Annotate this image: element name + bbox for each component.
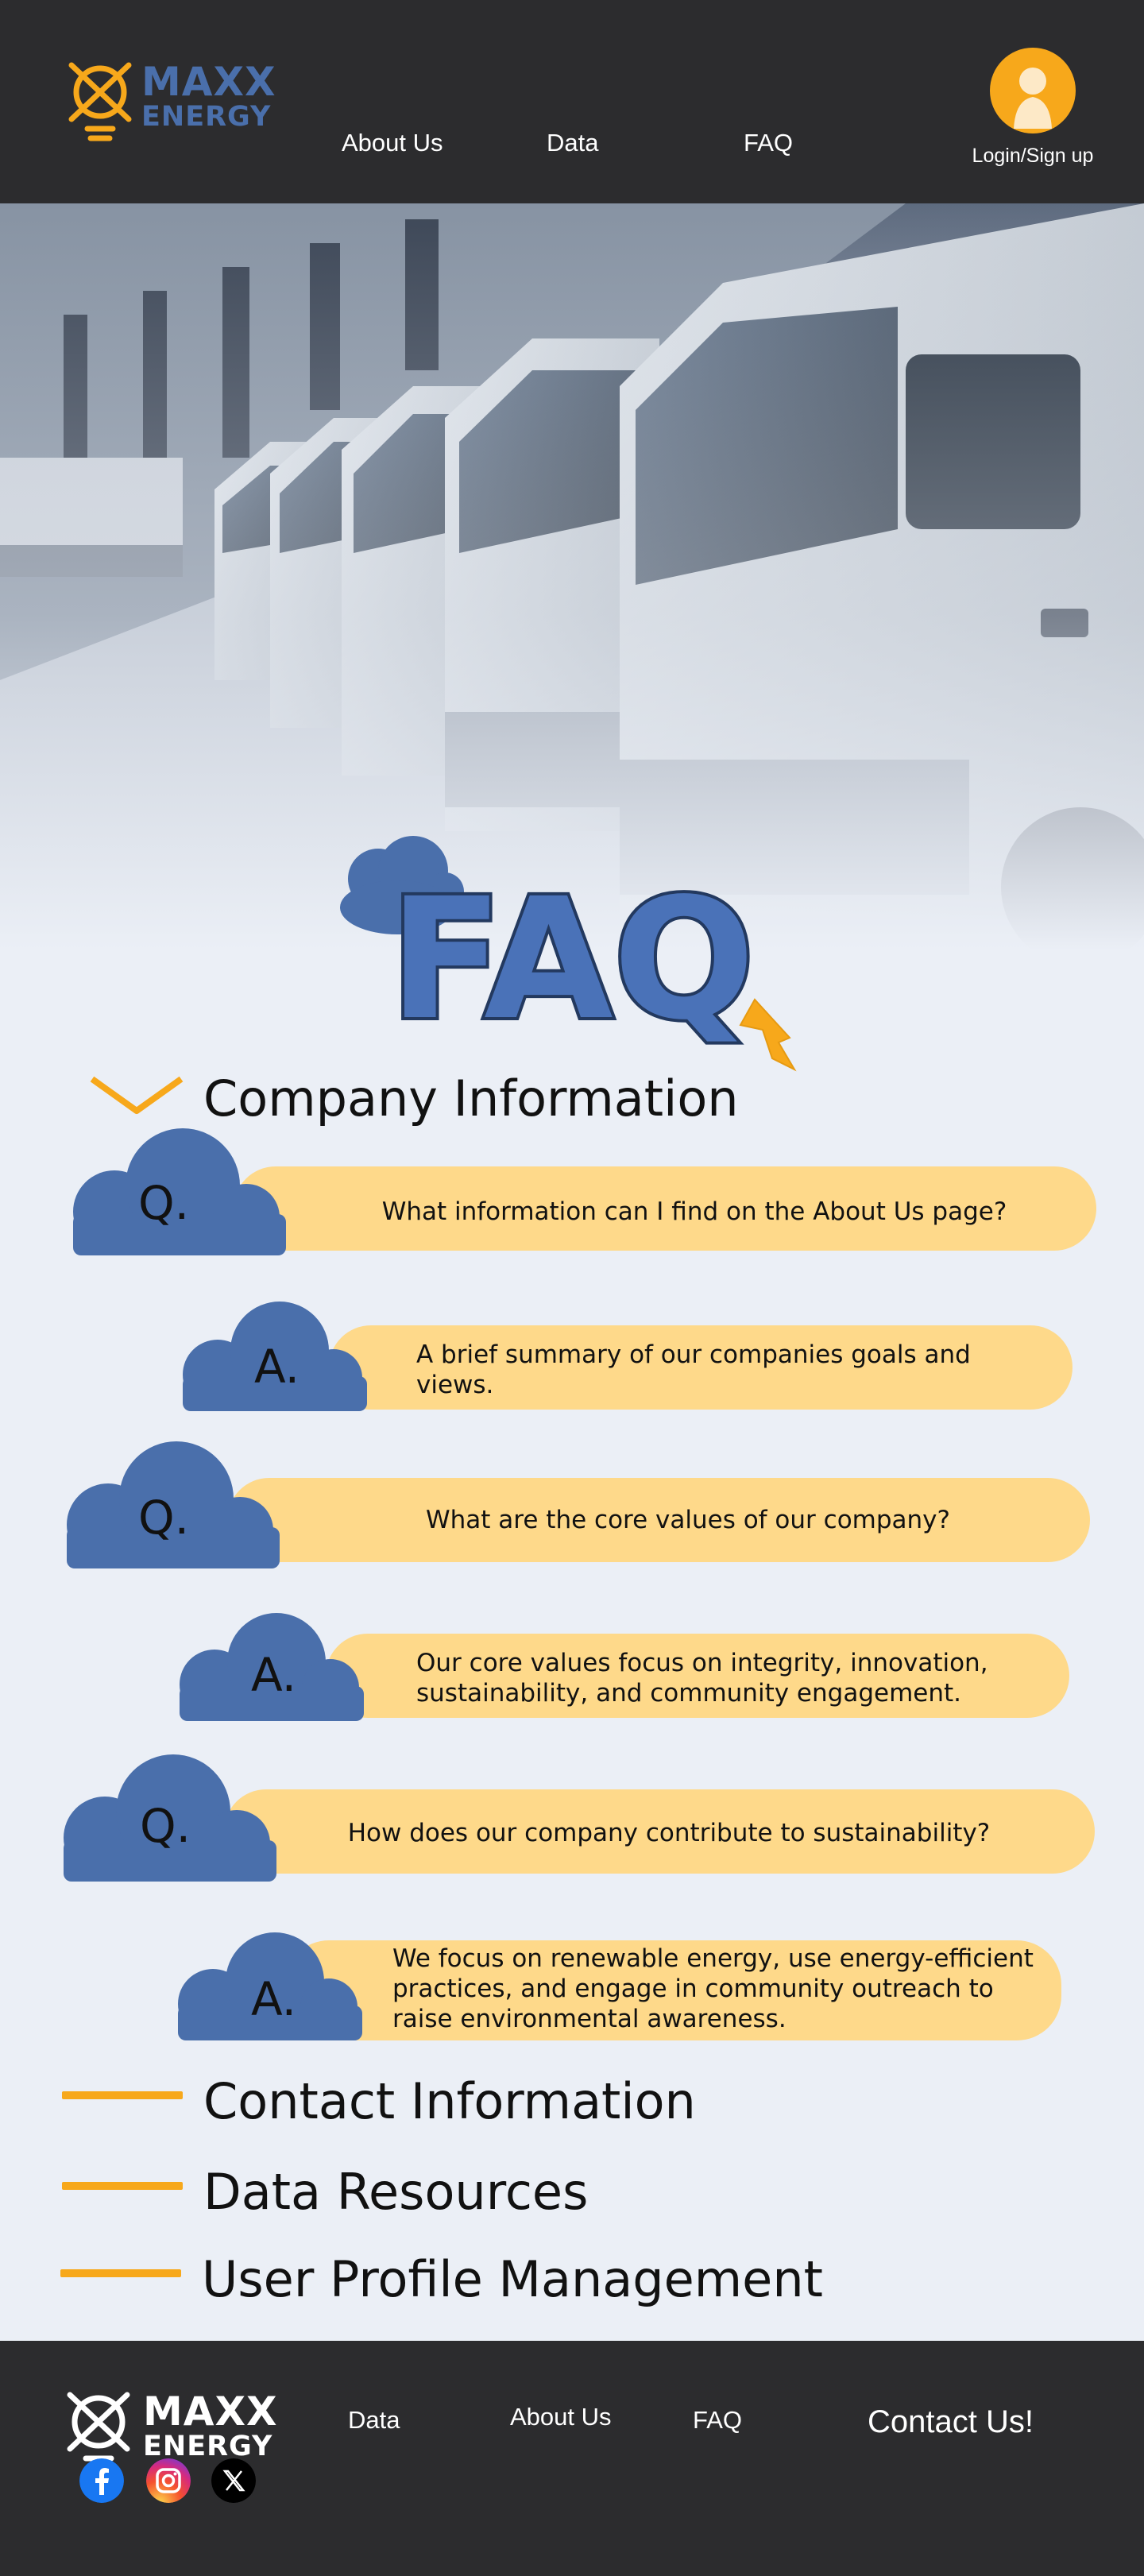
brand-line1: MAXX <box>143 2388 278 2435</box>
question-row[interactable]: How does our company contribute to susta… <box>57 1754 1098 1889</box>
question-row[interactable]: What are the core values of our company?… <box>60 1441 1093 1576</box>
question-row[interactable]: What information can I find on the About… <box>67 1128 1100 1263</box>
section-user-profile-management[interactable]: User Profile Management <box>0 2242 874 2308</box>
brand-logo[interactable]: MAXX ENERGY <box>64 59 278 146</box>
answer-row: A brief summary of our companies goals a… <box>178 1300 1076 1435</box>
lightbulb-logo-icon <box>68 62 132 141</box>
brand-line1: MAXX <box>141 59 276 105</box>
footer-nav-faq[interactable]: FAQ <box>693 2406 743 2434</box>
cloud-icon <box>183 1302 367 1411</box>
section-label: Company Information <box>203 1069 739 1127</box>
answer-marker: A. <box>251 1648 297 1702</box>
answer-marker: A. <box>254 1340 300 1394</box>
section-contact-information[interactable]: Contact Information <box>0 2064 874 2130</box>
question-marker: Q. <box>138 1491 190 1545</box>
answer-row: We focus on renewable energy, use energy… <box>173 1931 1071 2066</box>
section-label: Data Resources <box>203 2163 589 2221</box>
footer-nav-about-us[interactable]: About Us <box>510 2403 612 2431</box>
nav-data[interactable]: Data <box>547 129 599 157</box>
answer-row: Our core values focus on integrity, inno… <box>175 1613 1072 1748</box>
brand-line2: ENERGY <box>141 101 272 133</box>
contact-us-link[interactable]: Contact Us! <box>868 2404 1034 2439</box>
x-icon[interactable] <box>211 2458 256 2503</box>
cloud-icon <box>64 1754 276 1882</box>
answer-marker: A. <box>251 1972 297 2026</box>
answer-text: Our core values focus on integrity, inno… <box>416 1649 988 1708</box>
collapse-bar-icon <box>60 2269 181 2277</box>
collapse-bar-icon <box>62 2182 183 2190</box>
instagram-icon[interactable] <box>146 2458 191 2503</box>
faq-title-text: FAQ <box>389 862 755 1057</box>
cloud-decoration-icon <box>340 836 464 934</box>
section-label: Contact Information <box>203 2072 696 2130</box>
cloud-icon <box>67 1441 280 1568</box>
site-footer: MAXX ENERGY Data About Us FAQ Contact Us… <box>0 2341 1144 2576</box>
section-label: User Profile Management <box>202 2250 823 2308</box>
hero-image-trucks <box>0 203 1144 950</box>
lightning-bolt-icon <box>739 998 797 1072</box>
footer-nav-data[interactable]: Data <box>348 2406 400 2434</box>
facebook-icon[interactable] <box>79 2458 124 2503</box>
trucks-photo-image <box>0 203 1144 950</box>
question-text: What are the core values of our company? <box>426 1506 950 1534</box>
cloud-icon <box>73 1128 286 1255</box>
user-avatar-button[interactable] <box>990 48 1076 133</box>
login-signup-link[interactable]: Login/Sign up <box>972 145 1094 167</box>
brand-line2: ENERGY <box>143 2431 273 2462</box>
question-marker: Q. <box>140 1799 191 1853</box>
cloud-icon <box>178 1932 362 2040</box>
question-marker: Q. <box>138 1176 190 1230</box>
section-company-information[interactable]: Company Information <box>0 1062 874 1127</box>
collapse-bar-icon <box>62 2091 183 2099</box>
question-text: What information can I find on the About… <box>381 1197 1007 1226</box>
nav-about-us[interactable]: About Us <box>342 129 443 157</box>
question-text: How does our company contribute to susta… <box>347 1819 991 1847</box>
answer-text: A brief summary of our companies goals a… <box>416 1340 971 1399</box>
nav-faq[interactable]: FAQ <box>744 129 794 157</box>
user-icon <box>1014 68 1052 129</box>
faq-title-graphic: FAQ <box>340 836 797 1072</box>
cloud-icon <box>180 1613 364 1721</box>
chevron-down-icon <box>90 1076 184 1114</box>
site-header: MAXX ENERGY About Us Data FAQ Login/Sign… <box>0 0 1144 203</box>
section-data-resources[interactable]: Data Resources <box>0 2155 874 2221</box>
answer-text: We focus on renewable energy, use energy… <box>392 1944 1034 2033</box>
